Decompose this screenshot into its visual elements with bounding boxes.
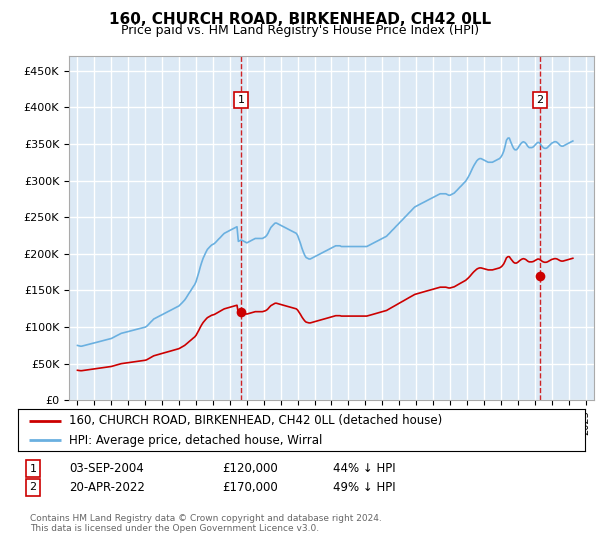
Text: 160, CHURCH ROAD, BIRKENHEAD, CH42 0LL: 160, CHURCH ROAD, BIRKENHEAD, CH42 0LL [109, 12, 491, 27]
Text: £120,000: £120,000 [222, 462, 278, 475]
Text: 49% ↓ HPI: 49% ↓ HPI [333, 480, 395, 494]
Text: 03-SEP-2004: 03-SEP-2004 [69, 462, 144, 475]
Text: £170,000: £170,000 [222, 480, 278, 494]
Text: 2: 2 [536, 95, 544, 105]
Text: Contains HM Land Registry data © Crown copyright and database right 2024.
This d: Contains HM Land Registry data © Crown c… [30, 514, 382, 534]
Text: Price paid vs. HM Land Registry's House Price Index (HPI): Price paid vs. HM Land Registry's House … [121, 24, 479, 36]
Text: 160, CHURCH ROAD, BIRKENHEAD, CH42 0LL (detached house): 160, CHURCH ROAD, BIRKENHEAD, CH42 0LL (… [69, 414, 442, 427]
Text: 44% ↓ HPI: 44% ↓ HPI [333, 462, 395, 475]
Text: 1: 1 [29, 464, 37, 474]
Text: 1: 1 [238, 95, 245, 105]
Text: 2: 2 [29, 482, 37, 492]
Text: 20-APR-2022: 20-APR-2022 [69, 480, 145, 494]
Text: HPI: Average price, detached house, Wirral: HPI: Average price, detached house, Wirr… [69, 434, 322, 447]
